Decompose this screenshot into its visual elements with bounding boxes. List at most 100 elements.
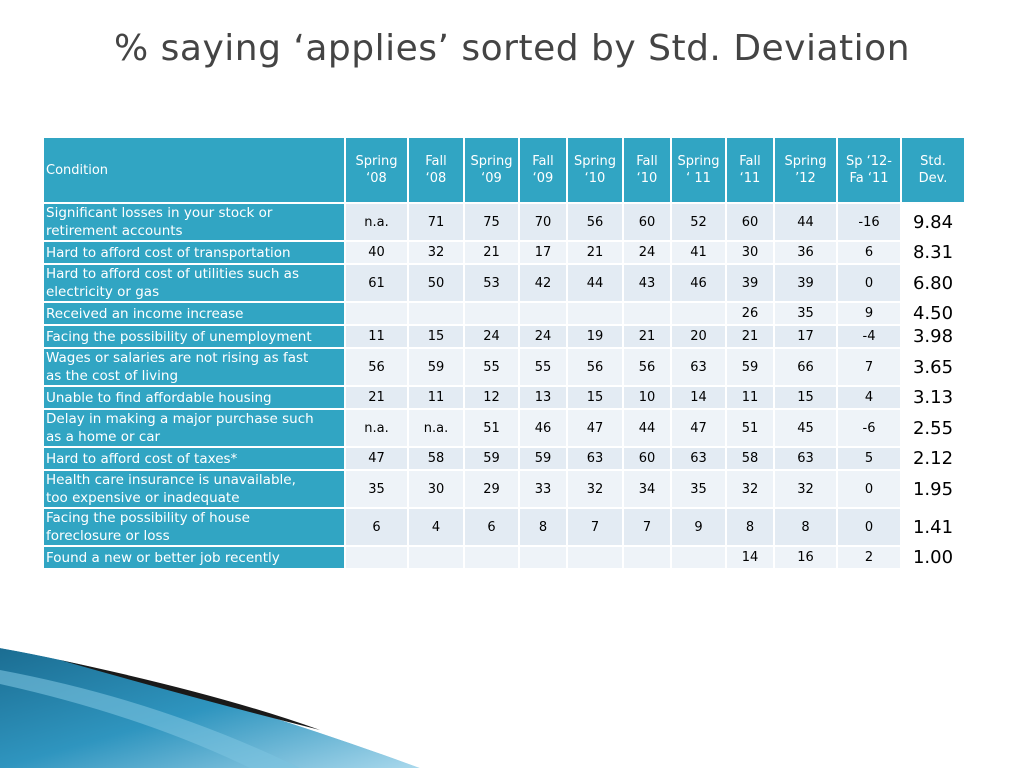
value-cell: 40 — [344, 240, 409, 265]
value-cell: 13 — [518, 385, 568, 410]
value-cell: 30 — [725, 240, 775, 265]
value-cell: 9 — [670, 507, 727, 547]
value-cell: 36 — [773, 240, 838, 265]
std-dev-cell: 9.84 — [900, 202, 966, 242]
value-cell: 58 — [725, 446, 775, 471]
value-cell: 71 — [407, 202, 465, 242]
value-cell: 52 — [670, 202, 727, 242]
table-row: Facing the possibility of house foreclos… — [42, 507, 966, 547]
value-cell — [344, 301, 409, 326]
value-cell — [622, 545, 672, 570]
decorative-swoosh — [0, 644, 470, 768]
value-cell: 53 — [463, 263, 520, 303]
condition-cell: Facing the possibility of house foreclos… — [42, 507, 346, 547]
data-table: Condition Spring ‘08 Fall ‘08 Spring ‘09… — [42, 136, 966, 570]
value-cell: -4 — [836, 324, 902, 349]
value-cell: 29 — [463, 469, 520, 509]
value-cell: 11 — [725, 385, 775, 410]
value-cell: 6 — [836, 240, 902, 265]
value-cell: 11 — [407, 385, 465, 410]
column-header: Std. Dev. — [900, 136, 966, 204]
value-cell: 32 — [773, 469, 838, 509]
value-cell: 47 — [566, 408, 624, 448]
value-cell: 24 — [463, 324, 520, 349]
table-row: Facing the possibility of unemployment 11… — [42, 324, 966, 349]
value-cell: n.a. — [407, 408, 465, 448]
value-cell: 19 — [566, 324, 624, 349]
condition-cell: Facing the possibility of unemployment — [42, 324, 346, 349]
table-row: Received an income increase 26 35 9 4.50 — [42, 301, 966, 326]
value-cell: 61 — [344, 263, 409, 303]
value-cell: 7 — [622, 507, 672, 547]
column-header: Fall ‘10 — [622, 136, 672, 204]
value-cell: 21 — [344, 385, 409, 410]
value-cell: 59 — [725, 347, 775, 387]
value-cell: 44 — [566, 263, 624, 303]
value-cell: 32 — [566, 469, 624, 509]
std-dev-cell: 6.80 — [900, 263, 966, 303]
column-header: Spring ‘09 — [463, 136, 520, 204]
condition-cell: Hard to afford cost of transportation — [42, 240, 346, 265]
value-cell: 63 — [670, 446, 727, 471]
value-cell: 42 — [518, 263, 568, 303]
condition-cell: Health care insurance is unavailable, to… — [42, 469, 346, 509]
value-cell: 75 — [463, 202, 520, 242]
value-cell: 24 — [622, 240, 672, 265]
condition-cell: Unable to find affordable housing — [42, 385, 346, 410]
std-dev-cell: 1.00 — [900, 545, 966, 570]
value-cell: 10 — [622, 385, 672, 410]
value-cell: 46 — [670, 263, 727, 303]
value-cell: 4 — [836, 385, 902, 410]
column-header: Fall ‘09 — [518, 136, 568, 204]
value-cell: 21 — [622, 324, 672, 349]
value-cell: 60 — [725, 202, 775, 242]
value-cell: 32 — [725, 469, 775, 509]
value-cell: 14 — [670, 385, 727, 410]
value-cell — [344, 545, 409, 570]
value-cell: 41 — [670, 240, 727, 265]
value-cell — [622, 301, 672, 326]
value-cell: 59 — [463, 446, 520, 471]
value-cell: 47 — [670, 408, 727, 448]
condition-cell: Received an income increase — [42, 301, 346, 326]
value-cell: 58 — [407, 446, 465, 471]
value-cell: 35 — [773, 301, 838, 326]
condition-cell: Found a new or better job recently — [42, 545, 346, 570]
value-cell: 59 — [407, 347, 465, 387]
value-cell: 11 — [344, 324, 409, 349]
value-cell: 21 — [566, 240, 624, 265]
value-cell: 56 — [566, 202, 624, 242]
value-cell: -6 — [836, 408, 902, 448]
value-cell: 35 — [670, 469, 727, 509]
value-cell — [518, 545, 568, 570]
value-cell: 0 — [836, 507, 902, 547]
condition-cell: Wages or salaries are not rising as fast… — [42, 347, 346, 387]
value-cell: 8 — [725, 507, 775, 547]
table-row: Hard to afford cost of taxes* 47 58 59 59 63 6… — [42, 446, 966, 471]
column-header: Sp ‘12- Fa ‘11 — [836, 136, 902, 204]
value-cell: -16 — [836, 202, 902, 242]
value-cell: 32 — [407, 240, 465, 265]
value-cell: 24 — [518, 324, 568, 349]
value-cell: 59 — [518, 446, 568, 471]
value-cell — [463, 545, 520, 570]
column-header: Spring ‘ 11 — [670, 136, 727, 204]
value-cell: 26 — [725, 301, 775, 326]
value-cell: 44 — [773, 202, 838, 242]
table-row: Found a new or better job recently 14 16 2 1… — [42, 545, 966, 570]
value-cell: 6 — [344, 507, 409, 547]
value-cell: 43 — [622, 263, 672, 303]
slide-title: % saying ‘applies’ sorted by Std. Deviat… — [113, 28, 911, 69]
value-cell: 33 — [518, 469, 568, 509]
value-cell: 15 — [773, 385, 838, 410]
value-cell: 15 — [407, 324, 465, 349]
value-cell: 12 — [463, 385, 520, 410]
column-header: Spring ’12 — [773, 136, 838, 204]
table-row: Wages or salaries are not rising as fast… — [42, 347, 966, 387]
column-header: Spring ‘10 — [566, 136, 624, 204]
value-cell: 5 — [836, 446, 902, 471]
std-dev-cell: 4.50 — [900, 301, 966, 326]
value-cell: 21 — [725, 324, 775, 349]
std-dev-cell: 3.98 — [900, 324, 966, 349]
column-header: Condition — [42, 136, 346, 204]
